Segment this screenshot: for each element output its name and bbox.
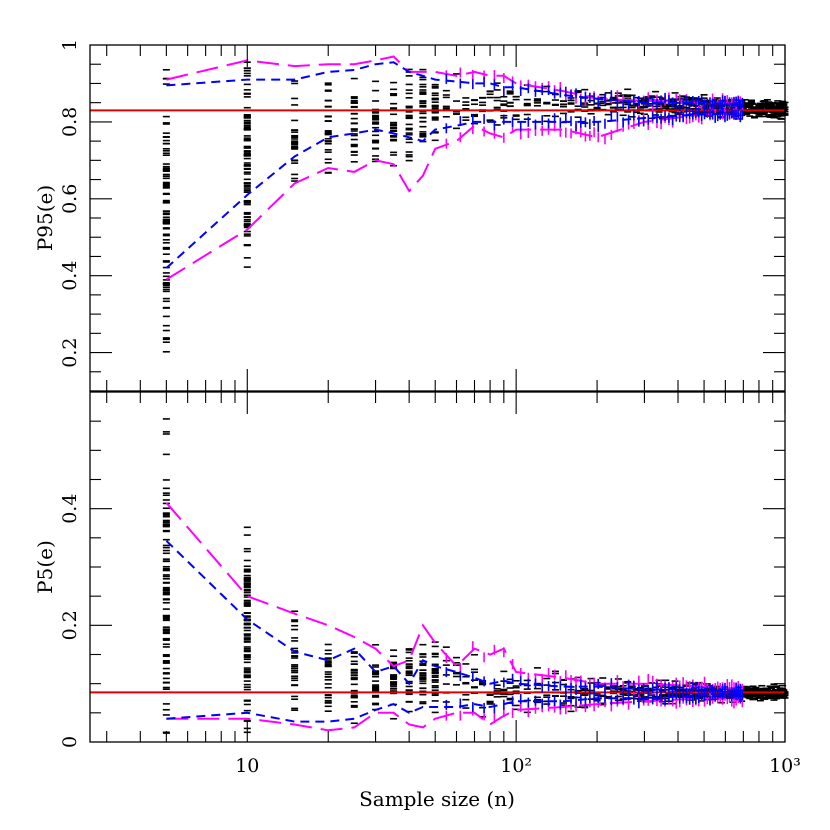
y-tick-label: 0.6 (59, 184, 81, 214)
series-long-dash-lower-top (165, 113, 744, 281)
simulation-marks-top (162, 61, 789, 353)
y-tick-label: 0.8 (59, 107, 81, 137)
error-bars-short-dash-lower-bottom (445, 686, 744, 714)
y-tick-label: 0.2 (59, 610, 81, 640)
y-axis-label-bottom: P5(e) (33, 540, 57, 594)
y-tick-label: 0.4 (59, 494, 81, 524)
series-long-dash-upper-bottom (165, 502, 744, 691)
x-axis-label: Sample size (n) (359, 787, 515, 811)
y-tick-label: 1 (59, 39, 81, 51)
bottom-panel: 0 0.2 0.4 10 10² 10³ (59, 391, 801, 777)
top-panel: 0.2 0.4 0.6 0.8 1 (59, 39, 789, 392)
series-short-dash-upper-bottom (165, 540, 744, 694)
y-tick-label: 0.2 (59, 337, 81, 367)
error-bars-short-dash-lower-top (445, 105, 744, 134)
x-tick-label: 10 (235, 755, 259, 777)
error-bars-short-dash-upper-top (445, 73, 744, 114)
y-tick-label: 0.4 (59, 261, 81, 291)
y-tick-label: 0 (59, 736, 81, 748)
series-short-dash-lower-top (165, 113, 744, 269)
y-axis-label-top: P95(e) (33, 185, 57, 251)
x-tick-label: 10³ (769, 755, 801, 777)
x-tick-label: 10² (500, 755, 532, 777)
